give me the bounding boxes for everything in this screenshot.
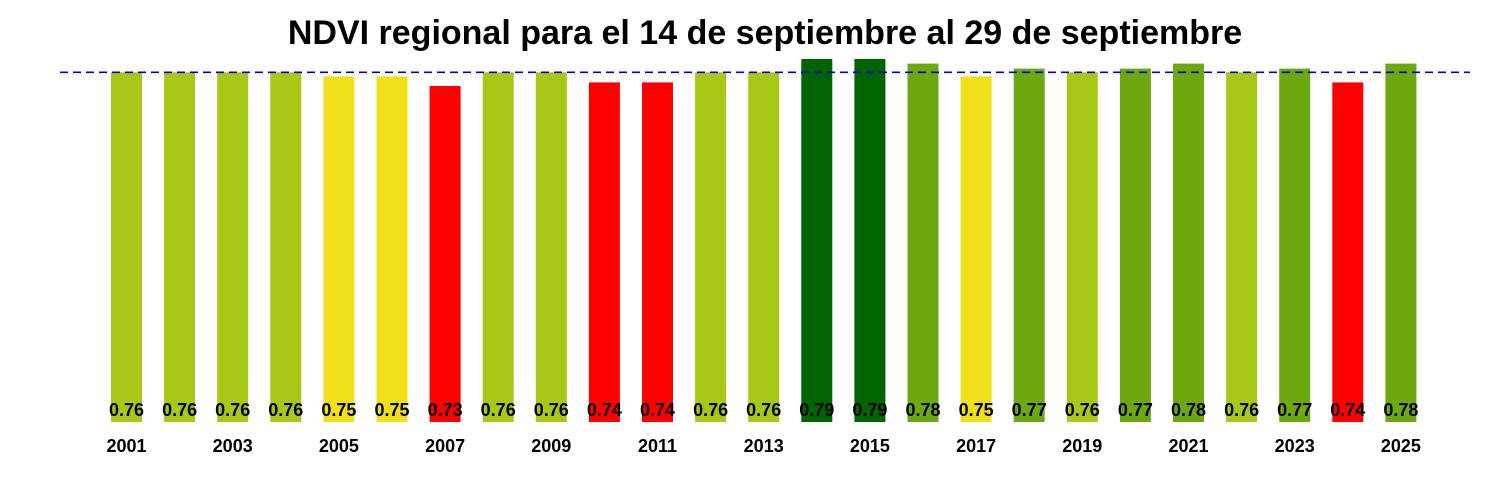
bar-2010: [588, 82, 620, 423]
x-tick-2003: 2003: [213, 436, 253, 456]
value-label-2019: 0.76: [1065, 400, 1100, 420]
x-tick-2005: 2005: [319, 436, 359, 456]
x-tick-2001: 2001: [106, 436, 146, 456]
bar-2002: [164, 72, 196, 423]
value-label-2018: 0.77: [1012, 400, 1047, 420]
value-labels-group: 0.76 0.76 0.76 0.76 0.75 0.75 0.73 0.76 0.76 0.74…: [109, 400, 1418, 420]
bar-2015: [854, 59, 886, 422]
value-label-2004: 0.76: [268, 400, 303, 420]
x-tick-2007: 2007: [425, 436, 465, 456]
bar-2003: [217, 72, 249, 423]
value-label-2013: 0.76: [746, 400, 781, 420]
x-tick-2009: 2009: [531, 436, 571, 456]
bar-2014: [801, 59, 833, 422]
value-label-2015: 0.79: [852, 400, 887, 420]
bar-2007: [429, 86, 461, 422]
value-label-2002: 0.76: [162, 400, 197, 420]
bar-2021: [1173, 63, 1204, 422]
x-tick-2015: 2015: [850, 436, 890, 456]
value-label-2025: 0.78: [1383, 400, 1418, 420]
value-label-2003: 0.76: [215, 400, 250, 420]
bar-2011: [642, 82, 673, 423]
value-label-2012: 0.76: [693, 400, 728, 420]
bar-2001: [111, 72, 142, 423]
x-axis-tick-labels: 2001 2003 2005 2007 2009 2011 2013 2015 2017 2019…: [106, 436, 1420, 456]
x-tick-2017: 2017: [956, 436, 996, 456]
value-label-2006: 0.75: [374, 400, 409, 420]
x-tick-2013: 2013: [744, 436, 784, 456]
value-label-2010: 0.74: [587, 400, 622, 420]
bar-2016: [907, 63, 939, 422]
value-label-2011: 0.74: [640, 400, 675, 420]
chart-title: NDVI regional para el 14 de septiembre a…: [288, 14, 1242, 52]
value-label-2005: 0.75: [321, 400, 356, 420]
bar-2004: [270, 72, 302, 423]
value-label-2009: 0.76: [534, 400, 569, 420]
value-label-2023: 0.77: [1277, 400, 1312, 420]
value-label-2001: 0.76: [109, 400, 144, 420]
value-label-2008: 0.76: [481, 400, 516, 420]
x-tick-2023: 2023: [1275, 436, 1315, 456]
bar-2009: [535, 72, 567, 423]
bar-2023: [1279, 68, 1311, 422]
bar-2024: [1332, 82, 1364, 423]
value-label-2014: 0.79: [799, 400, 834, 420]
bar-2018: [1013, 68, 1045, 422]
value-label-2017: 0.75: [959, 400, 994, 420]
value-label-2022: 0.76: [1224, 400, 1259, 420]
bar-2013: [748, 72, 780, 423]
bar-2005: [323, 76, 355, 423]
x-tick-2025: 2025: [1381, 436, 1421, 456]
value-label-2020: 0.77: [1118, 400, 1153, 420]
x-tick-2011: 2011: [638, 436, 677, 456]
bar-2008: [482, 72, 514, 423]
x-tick-2021: 2021: [1168, 436, 1208, 456]
bar-2006: [376, 76, 408, 423]
bar-2022: [1226, 72, 1258, 423]
bar-2017: [960, 76, 992, 423]
bars-group: [111, 59, 1417, 423]
value-label-2024: 0.74: [1330, 400, 1365, 420]
value-label-2007: 0.73: [428, 400, 463, 420]
bar-2020: [1119, 68, 1151, 422]
value-label-2016: 0.78: [905, 400, 940, 420]
x-tick-2019: 2019: [1062, 436, 1102, 456]
value-label-2021: 0.78: [1171, 400, 1206, 420]
bar-2025: [1385, 63, 1417, 422]
bar-2019: [1066, 72, 1098, 423]
bar-2012: [695, 72, 727, 423]
